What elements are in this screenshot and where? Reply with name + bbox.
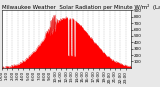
Text: Milwaukee Weather  Solar Radiation per Minute W/m²  (Last 24 Hours): Milwaukee Weather Solar Radiation per Mi… bbox=[2, 4, 160, 10]
